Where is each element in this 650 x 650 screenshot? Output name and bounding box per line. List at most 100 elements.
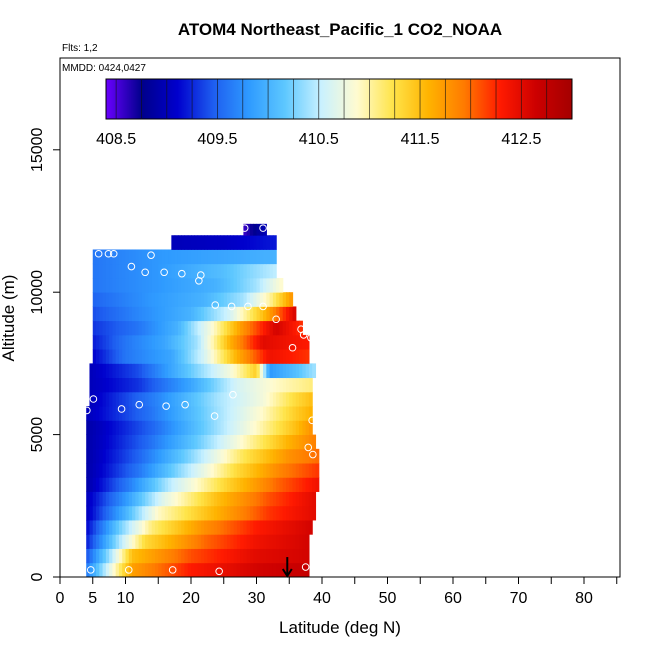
curtain-cell bbox=[115, 391, 120, 407]
curtain-cell bbox=[141, 306, 146, 322]
curtain-cell bbox=[269, 320, 274, 336]
curtain-cell bbox=[118, 420, 123, 435]
curtain-cell bbox=[223, 349, 228, 364]
curtain-cell bbox=[289, 477, 294, 492]
curtain-cell bbox=[154, 505, 159, 521]
curtain-cell bbox=[112, 363, 117, 379]
curtain-cell bbox=[246, 548, 251, 564]
curtain-cell bbox=[181, 477, 186, 492]
curtain-cell bbox=[184, 434, 189, 450]
curtain-cell bbox=[138, 363, 143, 379]
curtain-cell bbox=[295, 334, 300, 350]
curtain-cell bbox=[207, 377, 212, 393]
curtain-cell bbox=[315, 463, 320, 478]
curtain-cell bbox=[184, 391, 189, 407]
curtain-cell bbox=[308, 448, 313, 464]
curtain-cell bbox=[128, 334, 133, 350]
curtain-cell bbox=[174, 320, 179, 336]
curtain-cell bbox=[102, 548, 107, 564]
curtain-cell bbox=[128, 249, 133, 265]
curtain-cell bbox=[168, 448, 172, 464]
curtain-cell bbox=[243, 534, 248, 549]
curtain-cell bbox=[145, 249, 150, 265]
curtain-cell bbox=[236, 377, 241, 393]
curtain-cell bbox=[253, 363, 258, 379]
curtain-cell bbox=[138, 306, 143, 322]
curtain-cell bbox=[96, 491, 100, 507]
curtain-cell bbox=[256, 249, 261, 265]
curtain-cell bbox=[266, 277, 271, 293]
curtain-cell bbox=[154, 548, 159, 564]
curtain-cell bbox=[263, 520, 267, 535]
curtain-cell bbox=[191, 292, 195, 307]
curtain-cell bbox=[145, 377, 150, 393]
curtain-cell bbox=[292, 491, 297, 507]
curtain-cell bbox=[200, 306, 205, 322]
curtain-cell bbox=[135, 562, 140, 577]
curtain-cell bbox=[259, 477, 264, 492]
curtain-cell bbox=[282, 434, 287, 450]
sample-point bbox=[288, 343, 297, 352]
curtain-cell bbox=[148, 548, 153, 564]
curtain-cell bbox=[118, 277, 123, 293]
curtain-cell bbox=[125, 363, 130, 379]
curtain-cell bbox=[276, 377, 281, 393]
curtain-cell bbox=[112, 520, 117, 535]
curtain-cell bbox=[285, 491, 290, 507]
curtain-cell bbox=[233, 277, 238, 293]
curtain-cell bbox=[125, 420, 130, 435]
curtain-cell bbox=[227, 306, 231, 322]
curtain-cell bbox=[210, 349, 215, 364]
curtain-cell bbox=[233, 249, 238, 265]
curtain-cell bbox=[220, 292, 225, 307]
curtain-cell bbox=[187, 377, 192, 393]
curtain-cell bbox=[272, 249, 277, 265]
curtain-cell bbox=[213, 534, 218, 549]
curtain-cell bbox=[187, 349, 192, 364]
curtain-cell bbox=[105, 491, 110, 507]
curtain-cell bbox=[220, 320, 225, 336]
curtain-cell bbox=[292, 548, 297, 564]
curtain-cell bbox=[266, 249, 271, 265]
curtain-cell bbox=[181, 448, 186, 464]
curtain-cell bbox=[128, 520, 133, 535]
curtain-cell bbox=[168, 377, 172, 393]
curtain-cell bbox=[197, 406, 202, 421]
curtain-cell bbox=[138, 277, 143, 293]
flights-note: Flts: 1,2 bbox=[62, 43, 98, 54]
curtain-cell bbox=[249, 363, 254, 379]
sample-point bbox=[210, 412, 219, 420]
curtain-cell bbox=[227, 463, 231, 478]
curtain-cell bbox=[217, 320, 222, 336]
curtain-cell bbox=[194, 277, 199, 293]
sample-point bbox=[94, 249, 103, 258]
curtain-cell bbox=[168, 320, 172, 336]
curtain-cell bbox=[230, 463, 235, 478]
curtain-cell bbox=[312, 491, 317, 507]
curtain-cell bbox=[227, 548, 231, 564]
curtain-cell bbox=[151, 520, 156, 535]
curtain-cell bbox=[164, 277, 169, 293]
sample-point bbox=[309, 450, 317, 459]
curtain-cell bbox=[164, 520, 169, 535]
curtain-cell bbox=[177, 548, 182, 564]
curtain-cell bbox=[243, 320, 248, 336]
curtain-cell bbox=[305, 420, 310, 435]
curtain-cell bbox=[96, 391, 100, 407]
curtain-cell bbox=[299, 520, 303, 535]
curtain-cell bbox=[86, 520, 91, 535]
curtain-cell bbox=[184, 548, 189, 564]
curtain-cell bbox=[191, 534, 195, 549]
curtain-cell bbox=[109, 548, 114, 564]
curtain-cell bbox=[210, 434, 215, 450]
curtain-cell bbox=[132, 448, 136, 464]
curtain-cell bbox=[246, 223, 251, 236]
curtain-cell bbox=[272, 505, 277, 521]
curtain-cell bbox=[207, 463, 212, 478]
curtain-cell bbox=[256, 420, 261, 435]
sample-point bbox=[104, 249, 113, 258]
curtain-cell bbox=[197, 534, 202, 549]
curtain-cell bbox=[299, 463, 303, 478]
curtain-cell bbox=[213, 391, 218, 407]
curtain-cell bbox=[223, 420, 228, 435]
